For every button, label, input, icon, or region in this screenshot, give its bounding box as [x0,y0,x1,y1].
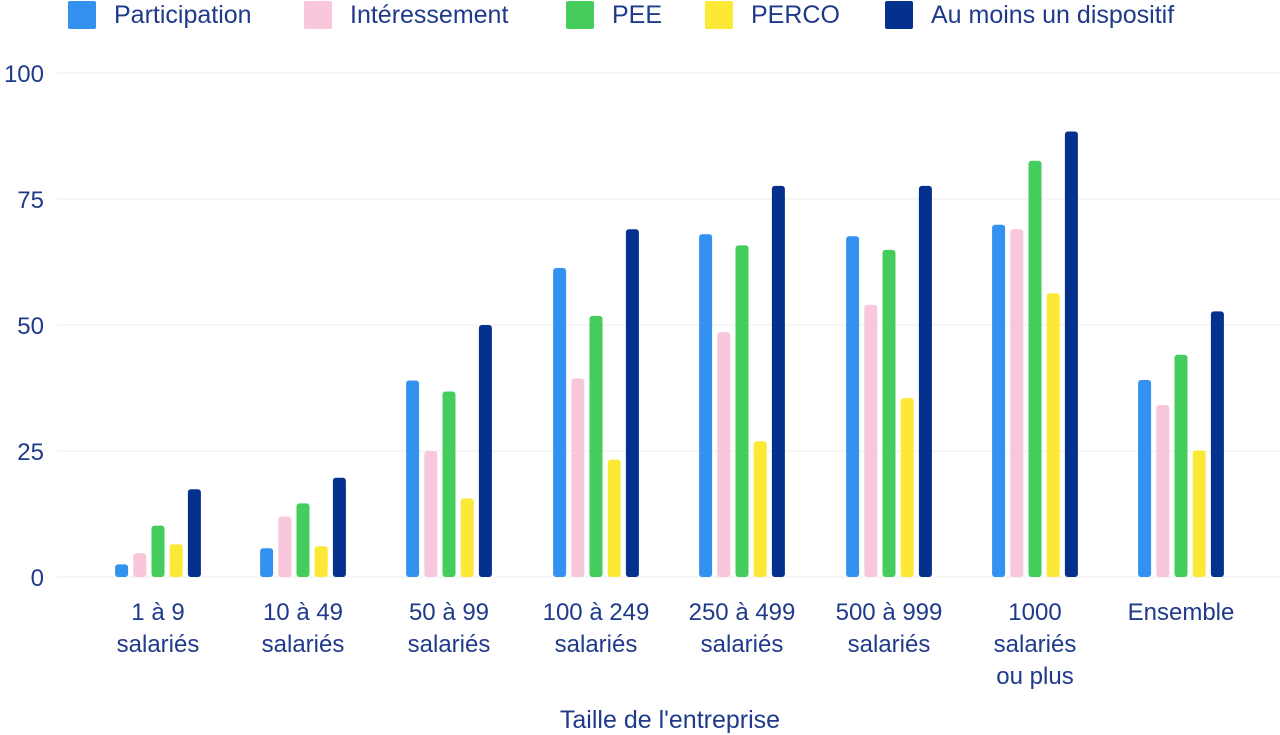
bar [625,229,639,578]
bar [1064,131,1078,577]
bars [115,131,1224,578]
bar [553,268,567,577]
legend-swatch [68,1,96,29]
legend-item: Participation [68,1,252,29]
bar [406,380,420,577]
bar [442,391,456,577]
bar [314,546,328,577]
bar [771,185,785,577]
bar [278,516,292,577]
x-tick-label: 50 à 99 salariés [408,599,491,658]
legend: Participation Intéressement PEE PERCO Au moi… [68,1,1174,29]
y-tick-label: 100 [4,61,44,88]
bar [332,477,346,577]
legend-item: PERCO [705,1,840,29]
legend-label: Participation [114,1,252,29]
legend-item: Intéressement [304,1,508,29]
bar [296,503,310,577]
bar [424,451,438,577]
x-tick-label: 250 à 499 salariés [689,599,796,658]
bar [133,553,147,577]
bar [1010,229,1024,578]
bar [918,185,932,577]
legend-item: PEE [566,1,662,29]
x-tick-label: 500 à 999 salariés [836,599,943,658]
x-tick-label: Ensemble [1128,599,1235,626]
bar [882,249,896,577]
gridlines [57,72,1280,578]
bar [735,245,749,577]
legend-label: Intéressement [350,1,508,29]
bar [900,398,914,577]
bar [846,236,860,578]
legend-swatch [304,1,332,29]
x-axis-categories: 1 à 9 salariés 10 à 49 salariés 50 à 99 salar… [117,599,1235,690]
bar [1192,450,1206,577]
bar [992,224,1006,577]
y-tick-label: 75 [17,187,44,214]
bar [589,315,603,577]
bar [169,544,183,577]
bar [607,459,621,577]
bar [478,325,492,577]
legend-label: PERCO [751,1,840,29]
bar [717,332,731,577]
legend-swatch [885,1,913,29]
bar [187,489,201,577]
bar [571,378,585,577]
y-axis-ticks: 0 25 50 75 100 [4,61,44,592]
bar [1138,379,1152,577]
bar [151,525,165,577]
bar [699,234,713,577]
y-tick-label: 50 [17,313,44,340]
x-axis-title: Taille de l'entreprise [560,706,780,734]
bar [1210,311,1224,577]
bar [1028,160,1042,577]
y-tick-label: 25 [17,439,44,466]
legend-swatch [566,1,594,29]
legend-label: PEE [612,1,662,29]
bar [753,441,767,577]
legend-item: Au moins un dispositif [885,1,1174,29]
bar [460,498,474,577]
legend-label: Au moins un dispositif [931,1,1174,29]
bar [1174,354,1188,577]
bar [864,304,878,577]
x-tick-label: 10 à 49 salariés [262,599,345,658]
x-tick-label: 1 à 9 salariés [117,599,200,658]
bar [260,548,274,577]
bar [1046,293,1060,577]
bar [115,564,129,577]
x-tick-label: 1000 salariés ou plus [994,599,1077,690]
x-tick-label: 100 à 249 salariés [543,599,650,658]
legend-swatch [705,1,733,29]
bar [1156,405,1170,577]
y-tick-label: 0 [31,565,44,592]
